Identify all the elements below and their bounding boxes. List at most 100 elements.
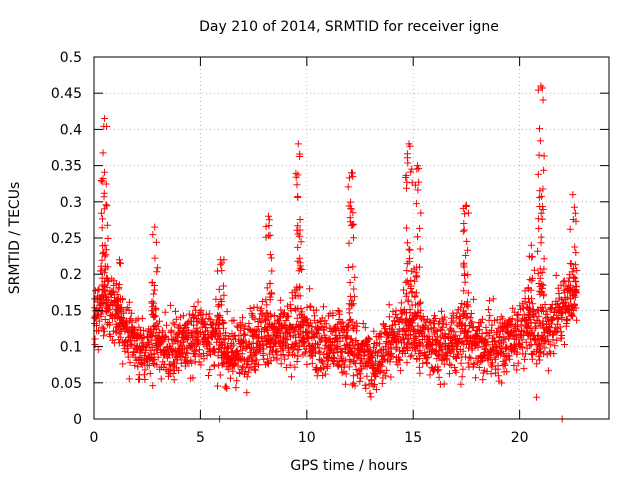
data-point bbox=[141, 366, 149, 374]
data-point bbox=[433, 327, 441, 335]
data-point bbox=[197, 306, 205, 314]
data-point bbox=[187, 356, 195, 364]
data-point bbox=[566, 225, 574, 233]
data-point bbox=[357, 356, 365, 364]
data-point bbox=[230, 341, 237, 349]
data-point bbox=[459, 347, 467, 355]
data-point bbox=[321, 317, 329, 325]
data-point bbox=[336, 337, 344, 345]
data-point bbox=[169, 370, 177, 377]
data-point bbox=[102, 274, 110, 282]
data-point bbox=[459, 227, 467, 235]
data-point bbox=[396, 356, 404, 364]
x-tick-label: 10 bbox=[298, 430, 316, 446]
data-point bbox=[101, 115, 109, 122]
data-point bbox=[106, 321, 114, 329]
data-point bbox=[219, 320, 227, 327]
data-point bbox=[403, 267, 411, 275]
data-point bbox=[215, 321, 222, 329]
data-point bbox=[182, 353, 189, 361]
data-point bbox=[497, 349, 504, 356]
data-point bbox=[490, 317, 498, 325]
data-point bbox=[388, 349, 396, 357]
data-point bbox=[442, 321, 450, 329]
data-point bbox=[486, 297, 493, 305]
data-point bbox=[257, 317, 265, 325]
data-point bbox=[266, 293, 274, 301]
data-point bbox=[102, 201, 110, 209]
data-point bbox=[101, 316, 109, 323]
data-point bbox=[115, 295, 123, 303]
data-point bbox=[277, 306, 285, 314]
grid bbox=[94, 57, 609, 419]
data-point bbox=[141, 376, 149, 383]
data-point bbox=[167, 301, 175, 309]
data-point bbox=[202, 324, 210, 332]
data-point bbox=[397, 299, 405, 307]
data-point bbox=[153, 361, 161, 369]
data-point bbox=[347, 221, 355, 229]
data-point bbox=[482, 323, 490, 331]
data-point bbox=[294, 192, 302, 200]
data-point bbox=[513, 348, 521, 356]
data-point bbox=[100, 189, 108, 197]
data-point bbox=[266, 251, 274, 259]
data-point bbox=[534, 86, 542, 94]
data-point bbox=[122, 337, 129, 345]
data-point bbox=[459, 365, 467, 373]
data-point bbox=[254, 335, 262, 343]
y-tick-label: 0.25 bbox=[51, 231, 82, 247]
data-point bbox=[150, 350, 158, 358]
data-point bbox=[569, 191, 577, 199]
data-point bbox=[536, 274, 544, 282]
data-point bbox=[321, 370, 329, 378]
data-point bbox=[376, 340, 384, 348]
data-point bbox=[292, 340, 300, 348]
data-point bbox=[388, 325, 396, 333]
data-point bbox=[394, 361, 402, 369]
data-point bbox=[266, 231, 274, 239]
data-point bbox=[103, 297, 111, 305]
data-point bbox=[238, 346, 246, 354]
data-point bbox=[97, 209, 105, 217]
data-point bbox=[414, 186, 422, 194]
data-point bbox=[411, 293, 419, 301]
data-point bbox=[196, 346, 203, 354]
data-point bbox=[446, 326, 454, 334]
data-point bbox=[406, 353, 414, 361]
data-point bbox=[266, 280, 274, 288]
data-point bbox=[220, 319, 228, 327]
data-point bbox=[130, 349, 138, 357]
data-point bbox=[498, 379, 506, 387]
data-point bbox=[435, 366, 443, 374]
data-point bbox=[472, 374, 480, 382]
data-point bbox=[255, 347, 263, 355]
data-point bbox=[460, 310, 468, 318]
tick-labels: 0 0.05 0.1 0.15 0.2 0.25 0.3 0.35 0.4 0.45 0.5 0 5 10… bbox=[51, 50, 529, 446]
data-point bbox=[545, 367, 553, 375]
data-point bbox=[98, 323, 106, 331]
data-point bbox=[502, 356, 510, 364]
data-point bbox=[488, 321, 496, 329]
data-point bbox=[435, 373, 443, 381]
data-point bbox=[338, 348, 346, 356]
data-point bbox=[120, 309, 128, 317]
data-point bbox=[433, 337, 441, 345]
data-point bbox=[387, 373, 395, 381]
data-point bbox=[464, 327, 472, 335]
data-point bbox=[553, 314, 561, 322]
data-point bbox=[517, 343, 525, 351]
data-point bbox=[462, 252, 470, 259]
data-point bbox=[317, 336, 325, 344]
data-point bbox=[331, 338, 339, 346]
data-point bbox=[227, 374, 234, 382]
data-point bbox=[282, 364, 290, 371]
data-point bbox=[202, 311, 210, 319]
data-point bbox=[323, 353, 331, 361]
data-point bbox=[414, 233, 421, 241]
data-point bbox=[452, 314, 460, 322]
data-point bbox=[99, 149, 107, 157]
data-point bbox=[414, 162, 421, 170]
data-point bbox=[415, 178, 423, 186]
data-point bbox=[277, 296, 285, 304]
